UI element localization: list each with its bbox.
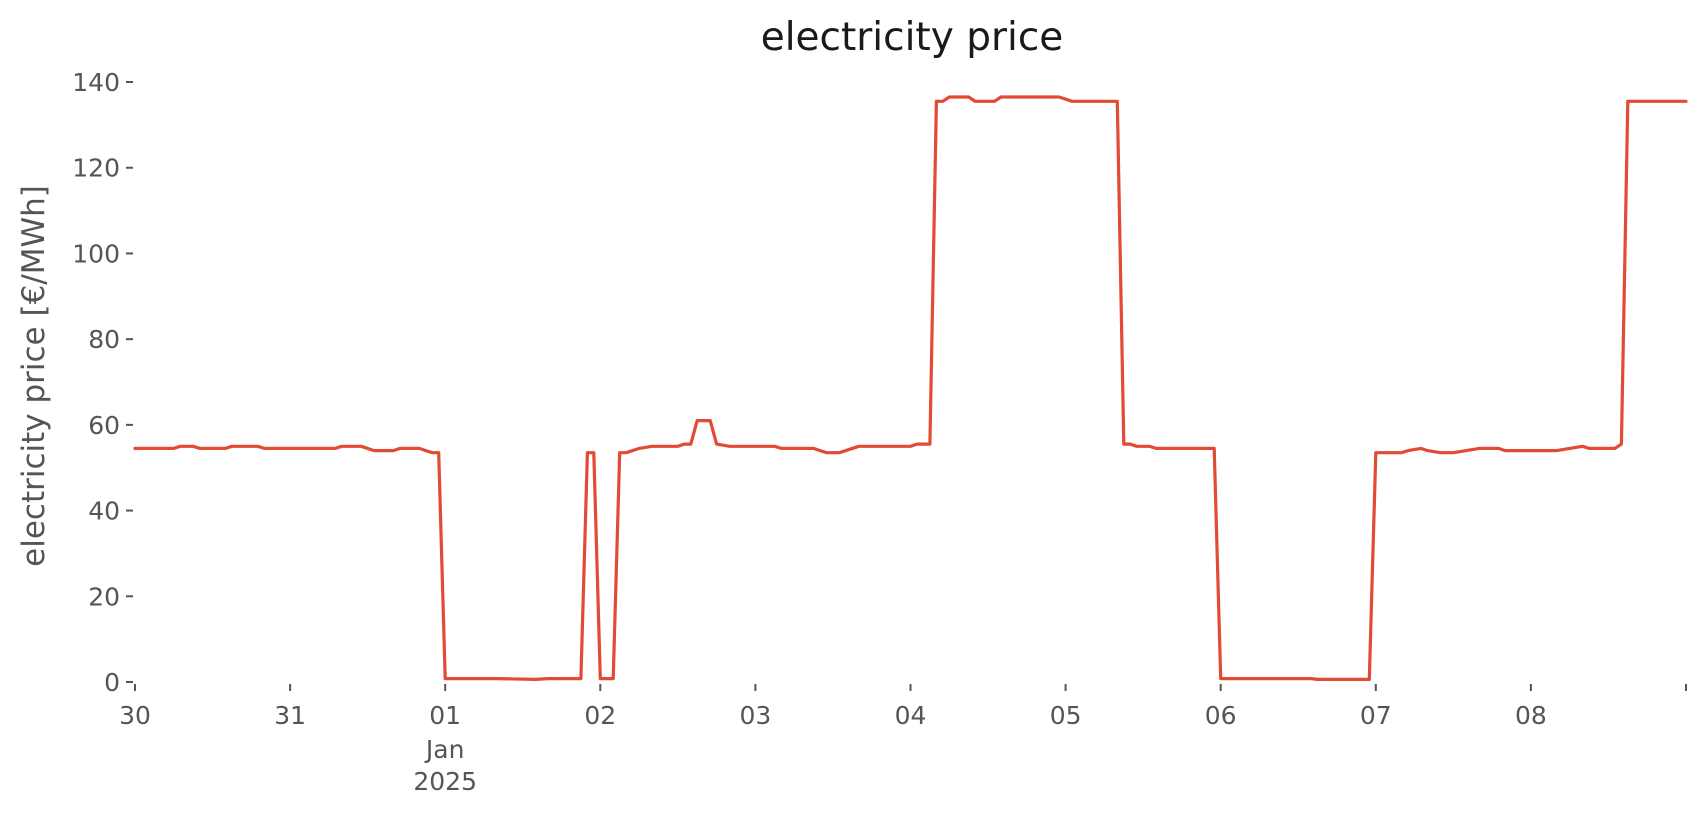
y-tick-label: 40	[88, 497, 120, 526]
y-tick-label: 140	[72, 68, 120, 97]
y-tick-label: 120	[72, 154, 120, 183]
y-tick-label: 0	[104, 668, 120, 697]
y-tick-label: 100	[72, 239, 120, 268]
x-tick-month-label: Jan	[424, 735, 465, 764]
x-tick-label: 02	[584, 701, 616, 730]
y-tick-label: 20	[88, 582, 120, 611]
series-layer	[133, 95, 1688, 681]
x-tick-year-label: 2025	[413, 767, 477, 796]
x-tick-label: 01	[429, 701, 461, 730]
y-tick-label: 60	[88, 411, 120, 440]
x-axis: 30 31 01 Jan 2025 02 03 04 05 06 07 08	[119, 684, 1687, 796]
x-tick-label: 31	[274, 701, 306, 730]
x-tick-label: 03	[739, 701, 771, 730]
x-tick-label: 07	[1360, 701, 1392, 730]
y-axis-label: electricity price [€/MWh]	[16, 185, 52, 567]
x-tick-label: 30	[119, 701, 151, 730]
x-tick-label: 04	[895, 701, 927, 730]
y-tick-label: 80	[88, 325, 120, 354]
chart-title: electricity price	[761, 15, 1064, 60]
x-tick-label: 08	[1515, 701, 1547, 730]
x-tick-label: 06	[1205, 701, 1237, 730]
y-axis: 0 20 40 60 80 100 120 140	[72, 68, 133, 697]
x-tick-label: 05	[1050, 701, 1082, 730]
price-series-line	[133, 95, 1688, 681]
